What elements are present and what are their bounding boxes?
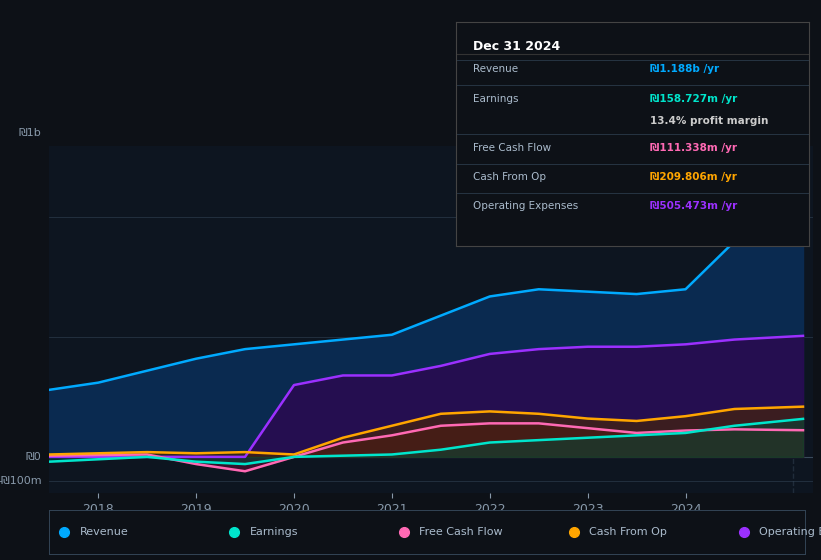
- Text: Free Cash Flow: Free Cash Flow: [474, 143, 552, 153]
- Text: ₪0: ₪0: [26, 452, 42, 462]
- Text: Revenue: Revenue: [80, 527, 128, 537]
- Text: Operating Expenses: Operating Expenses: [474, 201, 579, 211]
- Text: Earnings: Earnings: [474, 94, 519, 104]
- Text: Cash From Op: Cash From Op: [589, 527, 667, 537]
- Text: ₪158.727m /yr: ₪158.727m /yr: [650, 94, 737, 104]
- Text: -₪100m: -₪100m: [0, 476, 42, 486]
- Text: ₪209.806m /yr: ₪209.806m /yr: [650, 172, 736, 182]
- Text: Operating Expenses: Operating Expenses: [759, 527, 821, 537]
- Text: ₪505.473m /yr: ₪505.473m /yr: [650, 201, 737, 211]
- Text: 13.4% profit margin: 13.4% profit margin: [650, 116, 768, 126]
- Text: Free Cash Flow: Free Cash Flow: [420, 527, 503, 537]
- Text: Revenue: Revenue: [474, 64, 518, 74]
- Text: ₪1b: ₪1b: [19, 128, 42, 138]
- Text: Earnings: Earnings: [250, 527, 298, 537]
- Text: ₪111.338m /yr: ₪111.338m /yr: [650, 143, 736, 153]
- Text: ₪1.188b /yr: ₪1.188b /yr: [650, 64, 719, 74]
- Text: Dec 31 2024: Dec 31 2024: [474, 40, 561, 53]
- Text: Cash From Op: Cash From Op: [474, 172, 546, 182]
